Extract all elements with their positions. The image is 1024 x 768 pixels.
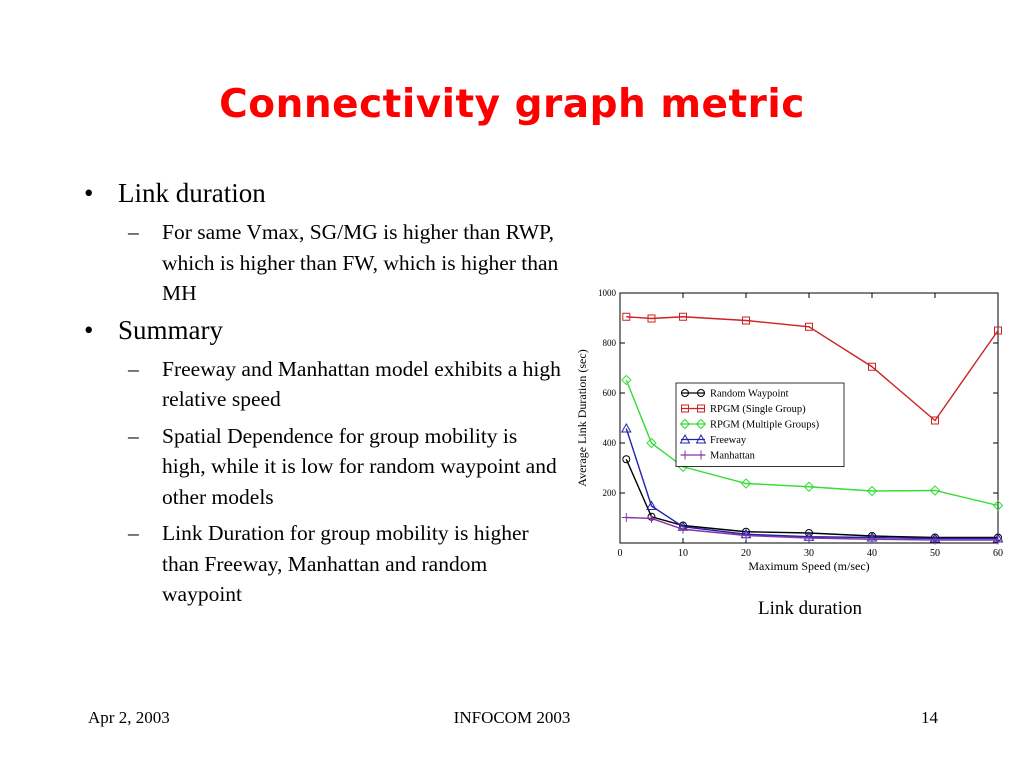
bullet-list: • Link duration – For same Vmax, SG/MG i… — [84, 178, 564, 616]
data-point — [647, 314, 656, 323]
data-point — [867, 534, 877, 544]
sub-bullet-text: For same Vmax, SG/MG is higher than RWP,… — [162, 220, 559, 305]
dash-icon: – — [128, 521, 139, 545]
sub-bullet: – For same Vmax, SG/MG is higher than RW… — [128, 217, 564, 309]
sub-bullet-text: Spatial Dependence for group mobility is… — [162, 423, 557, 509]
data-point — [646, 437, 657, 449]
legend-label: RPGM (Single Group) — [710, 404, 806, 415]
legend-box — [675, 382, 845, 467]
chart-svg: 0 10 20 30 40 50 60 200 400 600 800 1000 Random Way… — [575, 288, 1004, 573]
data-point — [868, 362, 876, 371]
sub-bullet: – Link Duration for group mobility is hi… — [128, 518, 564, 610]
y-tick-label: 600 — [603, 388, 617, 398]
legend-marker — [695, 433, 707, 444]
x-tick-label: 50 — [930, 548, 940, 559]
series-line — [626, 316, 999, 422]
legend-marker — [680, 450, 690, 460]
data-point — [994, 326, 1002, 335]
x-axis-label: Maximum Speed (m/sec) — [748, 559, 869, 573]
bullet-text: Link duration — [118, 178, 266, 208]
sub-bullet: – Spatial Dependence for group mobility … — [128, 421, 564, 513]
data-point — [622, 455, 631, 464]
data-point — [804, 533, 814, 543]
data-point — [679, 312, 687, 321]
data-point — [992, 500, 1004, 511]
x-tick-label: 20 — [741, 548, 751, 559]
legend-marker — [679, 433, 691, 444]
data-point — [931, 416, 939, 425]
x-tick-label: 0 — [618, 548, 623, 559]
series-2 — [621, 374, 1004, 511]
data-point — [805, 322, 813, 331]
bullet-text: Summary — [118, 314, 223, 345]
slide-title: Connectivity graph metric — [219, 82, 805, 127]
data-point — [646, 500, 657, 510]
legend-label: Random Waypoint — [710, 389, 789, 400]
series-line — [625, 458, 998, 539]
x-tick-label: 40 — [867, 548, 877, 559]
legend-marker — [697, 404, 705, 413]
footer-page-number: 14 — [921, 708, 938, 727]
sub-bullet-text: Freeway and Manhattan model exhibits a h… — [162, 356, 561, 412]
data-point — [621, 374, 632, 386]
legend-marker — [681, 404, 689, 413]
legend-label: RPGM (Multiple Groups) — [710, 420, 820, 431]
legend-marker — [696, 450, 706, 460]
footer-date: Apr 2, 2003 — [88, 708, 170, 727]
data-point — [866, 485, 878, 497]
y-tick-label: 1000 — [598, 288, 617, 298]
data-point — [929, 485, 941, 496]
data-point — [803, 481, 815, 492]
y-tick-label: 400 — [603, 438, 617, 448]
bullet-summary: • Summary — [84, 315, 564, 346]
figure-caption: Link duration — [758, 598, 862, 619]
legend-label: Manhattan — [710, 451, 756, 462]
y-tick-label: 200 — [603, 488, 617, 498]
bullet-link-duration: • Link duration — [84, 178, 564, 209]
bullet-dot-icon: • — [84, 178, 94, 208]
x-tick-label: 30 — [804, 548, 814, 559]
data-point — [678, 524, 688, 534]
legend-marker — [681, 389, 689, 397]
link-duration-chart: 0 10 20 30 40 50 60 200 400 600 800 1000 Random Way… — [572, 287, 1008, 577]
legend-label: Freeway — [710, 435, 747, 446]
data-point — [993, 535, 1003, 545]
series-0 — [622, 455, 1002, 542]
y-axis-label: Average Link Duration (sec) — [575, 349, 589, 486]
sub-bullet: – Freeway and Manhattan model exhibits a… — [128, 354, 564, 415]
y-tick-label: 800 — [603, 338, 617, 348]
legend-marker — [679, 418, 691, 430]
data-point — [930, 535, 940, 545]
x-tick-label: 10 — [678, 548, 688, 559]
legend-marker — [695, 418, 707, 430]
dash-icon: – — [128, 423, 139, 448]
x-tick-label: 60 — [993, 548, 1003, 559]
data-point — [647, 514, 656, 523]
legend-marker — [697, 389, 705, 397]
data-point — [740, 478, 752, 489]
bullet-dot-icon: • — [84, 314, 94, 345]
footer-conference: INFOCOM 2003 — [453, 708, 571, 727]
series-4 — [621, 513, 1003, 545]
series-1 — [622, 312, 1002, 425]
series-line — [625, 379, 999, 507]
data-point — [621, 513, 631, 522]
data-point — [741, 531, 751, 540]
dash-icon: – — [128, 356, 139, 381]
data-point — [620, 422, 632, 433]
sub-bullet-text: Link Duration for group mobility is high… — [162, 521, 529, 606]
series-line — [625, 428, 998, 540]
data-point — [742, 316, 750, 325]
series-line — [626, 516, 998, 541]
data-point — [622, 312, 631, 321]
dash-icon: – — [128, 220, 139, 244]
